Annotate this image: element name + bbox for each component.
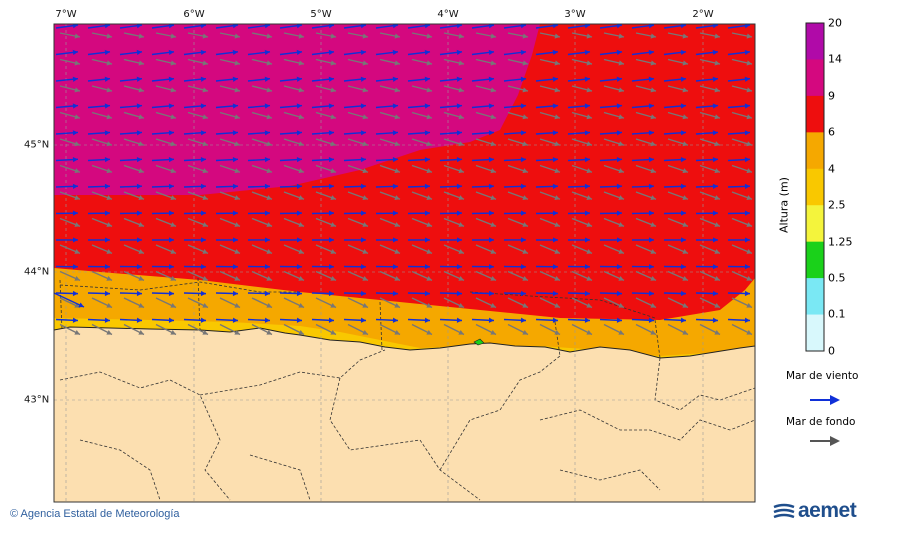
swell-label: Mar de fondo bbox=[786, 416, 855, 428]
aemet-logo-icon bbox=[772, 503, 796, 521]
lon-label: 7°W bbox=[55, 9, 76, 20]
legend-color-segment bbox=[806, 23, 824, 60]
legend-tick-label: 0 bbox=[828, 345, 835, 358]
legend-tick-label: 9 bbox=[828, 90, 835, 103]
legend-tick-label: 4 bbox=[828, 163, 835, 176]
copyright-text: © Agencia Estatal de Meteorología bbox=[10, 508, 180, 520]
legend-color-segment bbox=[806, 205, 824, 242]
aemet-logo-text: aemet bbox=[798, 499, 856, 523]
legend-color-segment bbox=[806, 169, 824, 206]
legend-color-segment bbox=[806, 59, 824, 96]
legend-title: Altura (m) bbox=[778, 177, 791, 233]
legend-tick-label: 0.1 bbox=[828, 308, 846, 321]
wind-sea-legend-arrow bbox=[810, 395, 840, 405]
wind-sea-label: Mar de viento bbox=[786, 370, 858, 382]
legend-tick-label: 2.5 bbox=[828, 199, 846, 212]
lon-label: 5°W bbox=[310, 9, 331, 20]
lon-label: 3°W bbox=[564, 9, 585, 20]
lat-label: 43°N bbox=[24, 395, 49, 406]
legend-color-segment bbox=[806, 242, 824, 279]
legend-tick-label: 1.25 bbox=[828, 236, 853, 249]
legend-tick-label: 6 bbox=[828, 126, 835, 139]
legend-color-segment bbox=[806, 96, 824, 133]
lon-label: 6°W bbox=[183, 9, 204, 20]
legend-colorbar bbox=[806, 23, 824, 352]
lon-label: 4°W bbox=[437, 9, 458, 20]
legend-color-segment bbox=[806, 132, 824, 169]
lat-label: 45°N bbox=[24, 140, 49, 151]
legend-tick-label: 20 bbox=[828, 17, 842, 30]
swell-legend-arrow bbox=[810, 436, 840, 446]
lon-label: 2°W bbox=[692, 9, 713, 20]
legend-tick-label: 14 bbox=[828, 53, 842, 66]
legend-color-segment bbox=[806, 278, 824, 315]
legend-color-segment bbox=[806, 315, 824, 352]
lat-label: 44°N bbox=[24, 267, 49, 278]
legend-tick-label: 0.5 bbox=[828, 272, 846, 285]
